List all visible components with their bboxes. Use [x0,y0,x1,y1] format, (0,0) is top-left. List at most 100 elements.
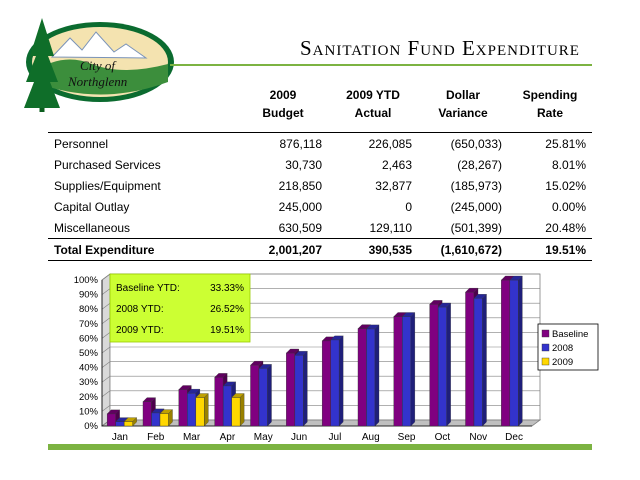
table-header-row: 2009 Budget 2009 YTD Actual Dollar Variance… [48,86,592,133]
bar-side [267,363,272,427]
y-tick-label: 20% [79,392,99,403]
bar-side [204,393,209,427]
city-logo: City of Northglenn [24,18,174,112]
row-rate: 8.01% [551,157,586,172]
y-tick-label: 30% [79,377,99,388]
y-tick-label: 0% [84,421,98,432]
table-row: Supplies/Equipment 218,850 32,877 (185,9… [48,175,592,196]
bar-side [410,312,415,427]
bar-side [518,275,523,427]
total-row: Total Expenditure 2,001,207 390,535 (1,6… [48,238,592,261]
row-actual: 129,110 [369,220,413,235]
ytd-value: 33.33% [210,283,244,294]
page-title: Sanitation Fund Expenditure [300,36,580,60]
row-label: Personnel [54,136,109,151]
y-tick-label: 60% [79,333,99,344]
row-variance: (501,399) [450,220,502,235]
expenditure-table: 2009 Budget 2009 YTD Actual Dollar Variance… [48,86,592,261]
x-tick-label: Nov [469,432,487,443]
bar-baseline-feb [142,401,152,427]
bar-2009-feb [159,413,169,427]
row-budget: 218,850 [278,178,322,193]
x-tick-label: Dec [505,432,523,443]
header-budget: 2009 Budget [238,86,328,133]
bar-baseline-jun [286,352,296,427]
legend-label-baseline: Baseline [552,329,588,340]
x-tick-label: Aug [362,432,380,443]
row-label: Miscellaneous [54,220,131,235]
bar-2008-may [258,368,268,427]
header-actual: 2009 YTD Actual [328,86,418,133]
total-variance: (1,610,672) [418,238,508,261]
row-budget: 245,000 [278,199,322,214]
grid-diag [101,302,111,310]
bar-2009-mar [195,397,205,427]
row-label: Capital Outlay [54,199,130,214]
row-actual: 0 [405,199,412,214]
logo-text-top: City of [80,58,117,73]
logo-text-bottom: Northglenn [67,74,127,89]
x-tick-label: Feb [147,432,165,443]
table-row: Purchased Services 30,730 2,463 (28,267)… [48,154,592,175]
grid-diag [101,346,111,354]
grid-diag [101,405,111,412]
title-rule [170,64,592,66]
grid-diag [101,288,111,295]
row-actual: 226,085 [368,136,412,151]
bar-2008-oct [437,306,447,427]
y-tick-label: 10% [79,406,99,417]
x-tick-label: Apr [220,432,236,443]
total-budget: 2,001,207 [238,238,328,261]
bar-side [339,335,344,427]
grid-diag [101,317,111,325]
y-tick-label: 100% [74,275,99,286]
bar-baseline-mar [178,389,188,427]
ytd-label: 2009 YTD: [116,325,164,336]
header-rate: Spending Rate [508,86,592,133]
ytd-value: 26.52% [210,304,244,315]
expenditure-chart: 0% 10% 20% 30% 40% 50% 60% 70% 80% 90% 100% Jan Feb M… [74,273,599,443]
x-tick-label: May [254,432,273,443]
row-rate: 20.48% [545,220,586,235]
bar-2008-jan [115,421,125,427]
bar-baseline-sep [393,316,403,427]
row-rate: 25.81% [545,136,586,151]
row-variance: (28,267) [457,157,502,172]
grid-diag [101,361,111,368]
legend-swatch-2009 [541,357,550,366]
legend-swatch-baseline [541,329,550,338]
bar-side [132,417,137,427]
bar-side [374,324,380,427]
bar-2009-apr [231,397,241,427]
row-budget: 30,730 [285,157,322,172]
bar-baseline-jan [106,413,116,427]
bar-baseline-oct [429,304,439,427]
bar-side [482,293,487,427]
bar-2008-jul [330,339,340,427]
legend-label-2009: 2009 [552,357,573,368]
row-variance: (245,000) [450,199,502,214]
bar-baseline-aug [357,328,367,427]
y-tick-label: 40% [79,363,99,374]
bar-baseline-nov [465,291,475,427]
y-tick-label: 70% [79,319,99,330]
grid-diag [101,273,111,281]
bottom-rule [48,444,592,450]
grid-diag [101,332,111,339]
x-tick-label: Jun [291,432,307,443]
bar-2008-sep [402,316,412,427]
x-tick-label: Jul [329,432,342,443]
legend-label-2008: 2008 [552,343,573,354]
x-tick-label: Sep [398,432,416,443]
row-variance: (185,973) [450,178,502,193]
row-actual: 32,877 [375,178,412,193]
row-variance: (650,033) [450,136,502,151]
x-tick-label: Jan [112,432,128,443]
total-actual: 390,535 [328,238,418,261]
bar-baseline-jul [321,340,331,427]
row-rate: 0.00% [551,199,586,214]
grid-diag [101,375,111,383]
y-tick-label: 90% [79,290,99,301]
y-tick-label: 80% [79,304,99,315]
bar-2008-dec [509,279,519,427]
